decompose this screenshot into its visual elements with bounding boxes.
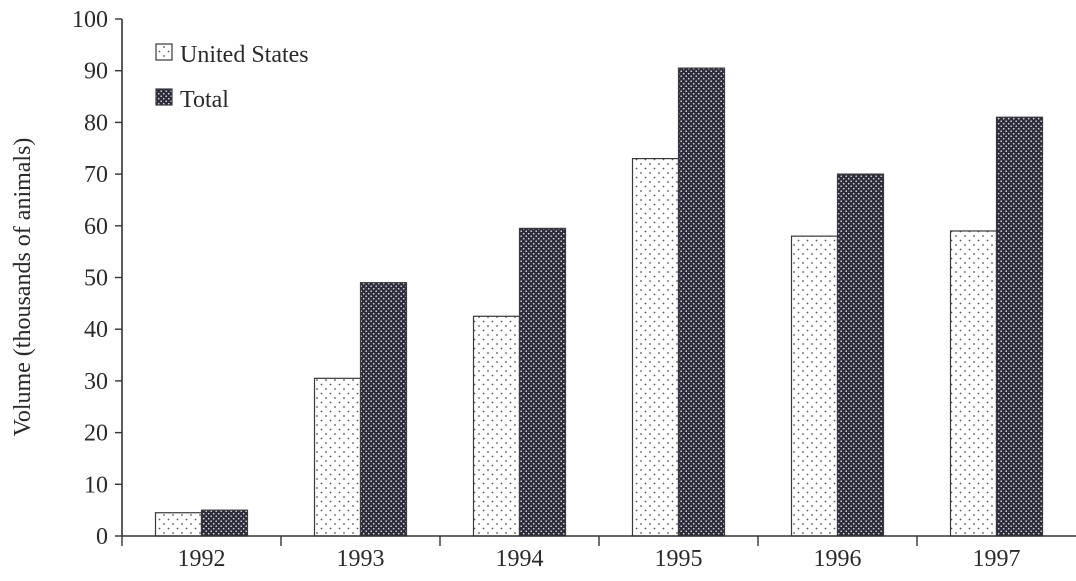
bar-total-1997	[995, 116, 1044, 537]
bar-united-states-1992	[154, 512, 203, 537]
legend-swatch-united-states	[155, 43, 173, 61]
bar-total-1996	[836, 173, 885, 537]
legend-swatch-total	[155, 88, 173, 106]
x-tick-label: 1993	[337, 546, 385, 572]
bar-united-states-1994	[472, 315, 521, 537]
y-tick-label: 70	[84, 162, 108, 188]
y-tick-label: 40	[84, 317, 108, 343]
y-axis-label: Volume (thousands of animals)	[10, 138, 36, 437]
legend-label-total: Total	[180, 87, 229, 113]
bar-total-1993	[359, 282, 408, 537]
x-tick-label: 1994	[496, 546, 544, 572]
axes: 0 10 20 30 40 50 60 70 80 90 100 1992 1993 1994 1995 19…	[72, 7, 1076, 572]
x-tick-label: 1996	[814, 546, 862, 572]
bars	[154, 67, 1044, 537]
legend: United States Total	[155, 42, 309, 113]
bar-united-states-1996	[790, 235, 839, 537]
y-tick-label: 100	[72, 7, 108, 33]
x-tick-label: 1997	[973, 546, 1021, 572]
bar-total-1994	[518, 227, 567, 537]
y-tick-label: 20	[84, 421, 108, 447]
y-tick-label: 50	[84, 266, 108, 292]
bar-united-states-1997	[949, 230, 998, 537]
y-tick-label: 10	[84, 472, 108, 498]
bar-total-1995	[677, 67, 726, 537]
y-tick-label: 60	[84, 214, 108, 240]
y-tick-label: 90	[84, 59, 108, 85]
y-tick-label: 80	[84, 110, 108, 136]
x-tick-label: 1995	[655, 546, 703, 572]
bar-united-states-1993	[313, 377, 362, 537]
bar-united-states-1995	[631, 157, 680, 537]
legend-label-united-states: United States	[180, 42, 309, 68]
y-tick-label: 30	[84, 369, 108, 395]
y-tick-label: 0	[96, 524, 108, 550]
x-tick-label: 1992	[178, 546, 226, 572]
bar-total-1992	[200, 509, 249, 537]
